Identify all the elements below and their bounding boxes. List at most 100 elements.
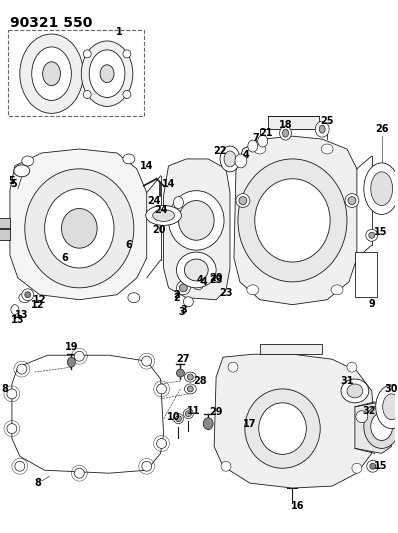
Text: 22: 22 [213, 146, 227, 156]
Text: 20: 20 [209, 273, 223, 283]
Ellipse shape [184, 259, 208, 281]
Text: 29: 29 [209, 407, 223, 417]
Ellipse shape [347, 362, 357, 372]
Ellipse shape [25, 292, 31, 298]
Text: 32: 32 [362, 406, 376, 416]
Ellipse shape [347, 384, 363, 398]
Text: 5: 5 [10, 179, 17, 189]
Ellipse shape [11, 305, 19, 314]
Ellipse shape [185, 411, 191, 417]
Text: 3: 3 [178, 306, 185, 317]
Polygon shape [234, 136, 357, 305]
Ellipse shape [371, 172, 392, 206]
Text: 9: 9 [369, 298, 375, 309]
Ellipse shape [193, 280, 203, 290]
Ellipse shape [321, 144, 333, 154]
Text: 21: 21 [259, 128, 272, 138]
Ellipse shape [176, 252, 216, 288]
Text: 4: 4 [242, 150, 249, 160]
Ellipse shape [255, 179, 330, 262]
Ellipse shape [238, 159, 347, 282]
Ellipse shape [228, 362, 238, 372]
Ellipse shape [7, 389, 17, 399]
Ellipse shape [356, 411, 368, 423]
Ellipse shape [369, 232, 375, 238]
Text: 8: 8 [2, 384, 8, 394]
Ellipse shape [7, 424, 17, 433]
Text: 19: 19 [64, 342, 78, 352]
Ellipse shape [370, 463, 376, 469]
Polygon shape [260, 344, 322, 354]
Ellipse shape [14, 165, 30, 177]
Ellipse shape [248, 140, 258, 152]
Text: 24: 24 [154, 206, 167, 215]
Text: 27: 27 [177, 354, 190, 364]
Text: 8: 8 [34, 478, 41, 488]
Ellipse shape [345, 193, 359, 207]
Text: 28: 28 [193, 376, 207, 386]
Ellipse shape [22, 156, 34, 166]
Text: 20: 20 [152, 225, 165, 235]
Ellipse shape [364, 405, 398, 448]
Ellipse shape [45, 189, 114, 268]
Ellipse shape [283, 129, 289, 137]
Ellipse shape [254, 144, 266, 154]
Ellipse shape [153, 209, 174, 221]
Ellipse shape [32, 47, 71, 100]
Ellipse shape [83, 91, 91, 99]
Polygon shape [164, 159, 230, 300]
Text: 14: 14 [162, 179, 175, 189]
Text: 1: 1 [115, 27, 122, 37]
Ellipse shape [367, 461, 378, 472]
Ellipse shape [176, 281, 190, 295]
Polygon shape [355, 402, 392, 454]
Ellipse shape [183, 409, 193, 418]
Text: 4: 4 [201, 277, 208, 287]
Polygon shape [12, 355, 164, 473]
Ellipse shape [376, 385, 398, 429]
Ellipse shape [81, 41, 133, 107]
Polygon shape [268, 116, 319, 129]
Ellipse shape [319, 125, 325, 133]
Ellipse shape [20, 34, 83, 114]
Ellipse shape [203, 418, 213, 430]
Polygon shape [10, 149, 147, 300]
Text: 4: 4 [197, 275, 204, 285]
Polygon shape [214, 354, 375, 488]
Ellipse shape [123, 91, 131, 99]
Text: 24: 24 [147, 196, 160, 206]
Text: 25: 25 [320, 116, 334, 126]
Ellipse shape [235, 154, 247, 168]
Ellipse shape [176, 369, 184, 377]
Text: 6: 6 [61, 253, 68, 263]
Ellipse shape [174, 197, 183, 208]
Ellipse shape [220, 146, 240, 172]
Ellipse shape [371, 413, 392, 440]
Ellipse shape [174, 414, 183, 424]
Ellipse shape [61, 208, 97, 248]
Text: 15: 15 [374, 227, 387, 237]
Ellipse shape [224, 151, 236, 167]
Ellipse shape [236, 193, 250, 207]
Ellipse shape [142, 461, 152, 471]
Ellipse shape [22, 289, 34, 301]
Bar [355, 252, 377, 297]
Text: 23: 23 [219, 288, 233, 298]
Text: 15: 15 [374, 461, 387, 471]
Text: 30: 30 [385, 384, 398, 394]
Ellipse shape [348, 197, 356, 205]
Text: 12: 12 [31, 300, 45, 310]
Text: 23: 23 [209, 275, 223, 285]
Text: 11: 11 [187, 406, 200, 416]
Text: 26: 26 [375, 124, 388, 134]
Ellipse shape [364, 163, 398, 214]
Text: 16: 16 [291, 501, 304, 511]
Text: 3: 3 [180, 305, 187, 314]
Ellipse shape [184, 384, 196, 394]
Ellipse shape [67, 357, 75, 367]
Ellipse shape [43, 62, 60, 86]
Ellipse shape [279, 126, 291, 140]
Ellipse shape [382, 394, 398, 419]
Ellipse shape [142, 356, 152, 366]
Ellipse shape [239, 197, 247, 205]
